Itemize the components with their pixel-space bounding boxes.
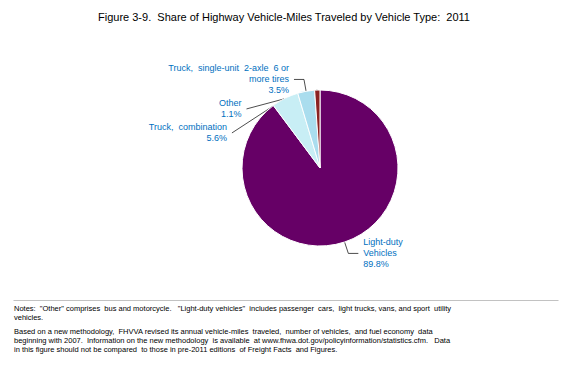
svg-text:Figure 3-9. Share of Highway: Figure 3-9. Share of Highway Vehicle-Mil… bbox=[98, 11, 470, 23]
svg-text:vehicles.: vehicles. bbox=[14, 313, 43, 322]
svg-text:89.8%: 89.8% bbox=[363, 259, 389, 269]
svg-text:Other: Other bbox=[219, 98, 242, 108]
svg-text:Truck, combination: Truck, combination bbox=[149, 122, 227, 132]
svg-text:3.5%: 3.5% bbox=[268, 85, 289, 95]
svg-text:more tires: more tires bbox=[249, 74, 290, 84]
svg-text:Based on a new methodology, F: Based on a new methodology, FHVVA revise… bbox=[14, 327, 434, 336]
svg-text:Truck, single-unit 2-axle 6: Truck, single-unit 2-axle 6 or bbox=[168, 63, 289, 73]
svg-text:Light-duty: Light-duty bbox=[363, 237, 403, 247]
svg-text:Vehicles: Vehicles bbox=[363, 248, 397, 258]
svg-text:1.1%: 1.1% bbox=[221, 109, 242, 119]
svg-text:beginning with 2007. Informat: beginning with 2007. Information on the … bbox=[14, 336, 451, 345]
svg-text:5.6%: 5.6% bbox=[206, 133, 227, 143]
svg-text:in this figure should not be c: in this figure should not be compared to… bbox=[14, 345, 337, 354]
svg-text:Notes: "Other" comprises bus: Notes: "Other" comprises bus and motorcy… bbox=[14, 304, 451, 313]
